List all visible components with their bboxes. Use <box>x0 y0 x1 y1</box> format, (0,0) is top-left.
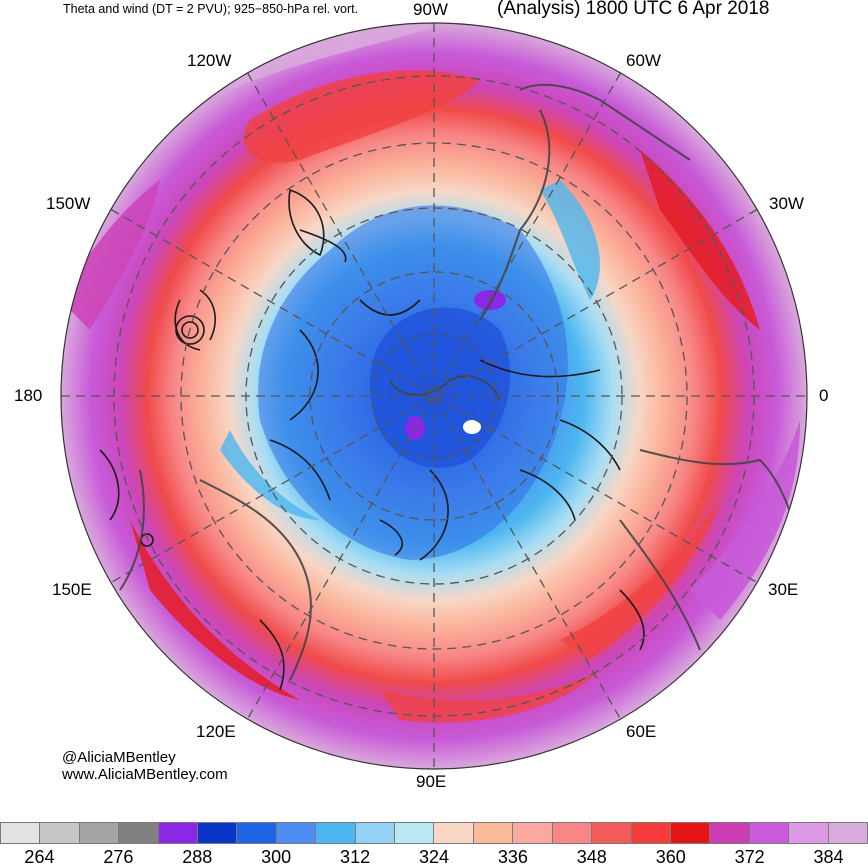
colorbar-swatch <box>473 822 514 844</box>
colorbar-swatch <box>0 822 41 844</box>
colorbar-swatch <box>355 822 396 844</box>
polar-stereographic-map <box>60 22 808 770</box>
lon-label-60e: 60E <box>626 722 657 741</box>
lon-label-60w: 60W <box>626 51 661 70</box>
theta-colorbar <box>0 822 868 844</box>
colorbar-label: 300 <box>261 847 292 867</box>
credit-handle: @AliciaMBentley <box>62 749 176 766</box>
lon-label-150e: 150E <box>52 580 92 599</box>
colorbar-label: 348 <box>576 847 607 867</box>
colorbar-swatch <box>237 822 277 844</box>
lon-label-90w: 90W <box>413 0 448 19</box>
colorbar-swatch <box>749 822 790 844</box>
colorbar-swatch <box>710 822 750 844</box>
colorbar-swatch <box>513 822 553 844</box>
colorbar-label: 384 <box>813 847 844 867</box>
colorbar-label: 288 <box>182 847 213 867</box>
theta-field <box>61 23 807 769</box>
credit-website: www.AliciaMBentley.com <box>62 766 228 783</box>
colorbar-swatch <box>789 822 829 844</box>
colorbar-swatch <box>198 822 238 844</box>
colorbar-label: 372 <box>734 847 765 867</box>
map-boundary <box>60 22 808 770</box>
colorbar-swatch <box>592 822 632 844</box>
lon-label-120w: 120W <box>187 51 232 70</box>
colorbar-label: 312 <box>340 847 371 867</box>
coastlines <box>119 83 801 681</box>
colorbar-label: 276 <box>103 847 134 867</box>
colorbar-swatch <box>631 822 671 844</box>
map-title-right: (Analysis) 1800 UTC 6 Apr 2018 <box>497 0 770 19</box>
colorbar-swatch <box>552 822 593 844</box>
map-title-left: Theta and wind (DT = 2 PVU); 925−850-hPa… <box>63 2 359 16</box>
colorbar-label: 324 <box>418 847 450 867</box>
lon-label-30w: 30W <box>769 194 804 213</box>
colorbar-label: 360 <box>655 847 686 867</box>
lon-label-90e: 90E <box>416 772 447 791</box>
lon-label-180: 180 <box>14 386 43 405</box>
colorbar-swatch <box>395 822 435 844</box>
colorbar-swatch <box>828 822 868 844</box>
colorbar-swatch <box>434 822 474 844</box>
colorbar-swatch <box>276 822 317 844</box>
credit-block: @AliciaMBentley www.AliciaMBentley.com <box>62 749 228 783</box>
colorbar-swatch <box>670 822 711 844</box>
lon-label-0: 0 <box>819 386 829 405</box>
colorbar-swatch <box>40 822 80 844</box>
lon-label-150w: 150W <box>46 194 91 213</box>
colorbar-swatch <box>316 822 356 844</box>
lon-label-30e: 30E <box>768 580 799 599</box>
colorbar-label: 264 <box>24 847 55 867</box>
meridian-lines <box>61 23 807 769</box>
colorbar-label: 336 <box>497 847 528 867</box>
colorbar-swatch <box>119 822 159 844</box>
lon-label-120e: 120E <box>196 722 236 741</box>
colorbar-swatch <box>158 822 199 844</box>
colorbar-swatch <box>79 822 120 844</box>
